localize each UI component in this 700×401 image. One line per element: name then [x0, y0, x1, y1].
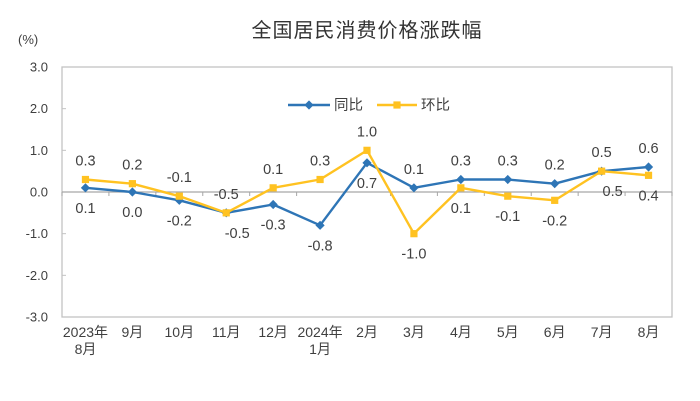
data-label: 0.1 [75, 201, 95, 217]
legend-series-yoy-label: 同比 [334, 97, 363, 114]
y-tick-label: -1.0 [26, 226, 48, 241]
marker-square [551, 196, 559, 204]
data-label: 0.7 [357, 176, 377, 192]
marker-square [363, 146, 371, 154]
data-label: 0.3 [75, 154, 95, 170]
x-tick-label: 8月 [75, 341, 97, 357]
data-label: 0.2 [122, 158, 142, 174]
y-tick-label: 2.0 [30, 101, 48, 116]
marker-diamond [315, 220, 325, 230]
series-mom [81, 146, 653, 238]
x-tick-label: 9月 [121, 324, 143, 340]
data-label: -0.2 [542, 213, 567, 229]
x-tick-label: 5月 [497, 324, 519, 340]
marker-diamond [362, 158, 372, 168]
marker-square [269, 184, 277, 192]
marker-square [644, 171, 653, 179]
legend-series-mom-label: 环比 [421, 97, 450, 114]
data-label: -0.5 [214, 187, 239, 203]
data-label: 0.3 [310, 154, 330, 170]
marker-square [393, 101, 401, 109]
x-tick-label: 3月 [403, 324, 425, 340]
y-tick-label: 3.0 [30, 60, 48, 75]
data-label: 0.3 [451, 154, 471, 170]
marker-diamond [550, 179, 560, 189]
marker-diamond [643, 162, 654, 172]
chart-title: 全国居民消费价格涨跌幅 [251, 20, 483, 42]
marker-diamond [268, 199, 278, 210]
data-label: 0.4 [638, 188, 658, 204]
data-label: 0.1 [451, 201, 471, 217]
x-tick-label: 7月 [591, 324, 613, 340]
data-label: -0.5 [225, 226, 250, 242]
marker-diamond [409, 183, 419, 193]
x-tick-label: 8月 [638, 324, 660, 340]
marker-diamond [456, 174, 466, 185]
data-label: 0.5 [603, 184, 623, 200]
marker-diamond [80, 183, 91, 193]
marker-square [598, 167, 606, 175]
x-tick-label: 2024年 [297, 324, 342, 340]
marker-square [410, 230, 418, 238]
data-label: 1.0 [357, 124, 377, 140]
marker-diamond [127, 187, 137, 197]
x-tick-label: 10月 [165, 324, 195, 340]
data-label: -0.3 [261, 218, 286, 234]
data-label: 0.0 [122, 205, 142, 221]
y-axis-labels: 3.0 2.0 1.0 0.0 -1.0 -2.0 -3.0 [26, 60, 66, 325]
marker-square [222, 209, 230, 217]
data-label: -0.8 [308, 238, 333, 254]
y-tick-label: -2.0 [26, 268, 48, 283]
data-label: 0.3 [498, 154, 518, 170]
x-tick-label: 11月 [212, 324, 241, 340]
data-labels: 0.3 0.1 0.2 0.0 -0.1 -0.2 -0.5 -0.5 0.1 -0.3 0.3 -0… [75, 124, 658, 262]
marker-diamond [503, 174, 513, 185]
marker-square [81, 175, 90, 184]
marker-square [457, 184, 465, 192]
data-label: 0.5 [592, 145, 612, 161]
data-label: 0.6 [638, 141, 658, 157]
x-tick-label: 12月 [258, 324, 288, 340]
x-tick-label: 6月 [544, 324, 566, 340]
y-tick-label: 1.0 [30, 143, 48, 158]
x-tick-label: 1月 [309, 341, 331, 357]
data-label: -1.0 [401, 247, 426, 263]
y-tick-label: 0.0 [30, 185, 48, 200]
marker-square [175, 192, 183, 200]
marker-diamond [304, 100, 314, 110]
x-tick-label: 2023年 [63, 324, 108, 340]
legend: 同比 环比 [288, 97, 450, 114]
data-label: -0.2 [167, 213, 192, 229]
data-label: -0.1 [167, 170, 192, 186]
data-label: 0.2 [545, 158, 565, 174]
data-label: 0.1 [263, 162, 283, 178]
data-label: 0.1 [404, 162, 424, 178]
marker-square [504, 192, 512, 200]
x-tick-label: 4月 [450, 324, 472, 340]
data-label: -0.1 [495, 209, 520, 225]
x-tick-label: 2月 [356, 324, 378, 340]
marker-square [128, 180, 136, 188]
marker-square [316, 175, 324, 184]
y-tick-label: -3.0 [26, 310, 48, 325]
y-axis-unit-label: (%) [18, 32, 39, 47]
